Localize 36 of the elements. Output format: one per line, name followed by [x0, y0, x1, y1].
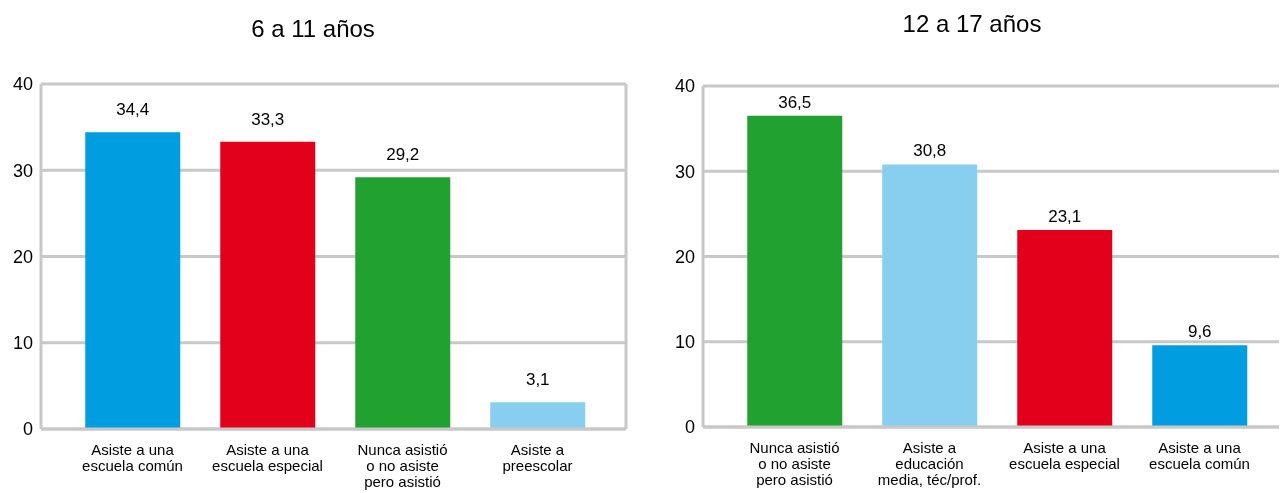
y-tick-label: 0: [684, 417, 695, 438]
data-label: 30,8: [913, 141, 947, 161]
y-tick-label: 20: [674, 246, 695, 267]
data-label: 9,6: [1187, 322, 1212, 342]
bar: [1152, 345, 1248, 427]
bar: [220, 141, 316, 429]
x-tick-label: Asiste a una escuela especial: [1009, 439, 1120, 472]
bar: [882, 164, 978, 427]
x-tick-label: Asiste a preescolar: [502, 441, 573, 474]
y-tick-label: 40: [674, 76, 695, 97]
data-label: 3,1: [525, 370, 550, 390]
bar: [85, 132, 181, 429]
y-tick-label: 10: [674, 332, 695, 353]
data-label: 34,4: [116, 100, 150, 120]
y-tick-label: 40: [12, 74, 33, 95]
chart-title: 12 a 17 años: [901, 9, 1043, 39]
data-label: 23,1: [1048, 207, 1082, 227]
bar: [490, 402, 586, 429]
x-tick-label: Asiste a una escuela especial: [212, 441, 323, 474]
x-tick-label: Nunca asistió o no asiste pero asistió: [357, 441, 448, 490]
data-label: 29,2: [386, 145, 420, 165]
data-label: 36,5: [778, 92, 812, 112]
data-label: 33,3: [251, 109, 285, 129]
y-tick-label: 30: [12, 160, 33, 181]
x-tick-label: Asiste a una escuela común: [82, 441, 183, 474]
y-tick-label: 10: [12, 333, 33, 354]
chart-title: 6 a 11 años: [250, 14, 376, 44]
y-tick-label: 20: [12, 246, 33, 267]
bar: [1017, 230, 1113, 427]
x-tick-label: Asiste a educación media, téc/prof.: [877, 439, 982, 488]
y-tick-label: 0: [22, 419, 33, 440]
bar: [355, 177, 451, 429]
x-tick-label: Asiste a una escuela común: [1149, 439, 1250, 472]
x-tick-label: Nunca asistió o no asiste pero asistió: [749, 439, 840, 488]
y-tick-label: 30: [674, 161, 695, 182]
bar: [747, 115, 843, 427]
